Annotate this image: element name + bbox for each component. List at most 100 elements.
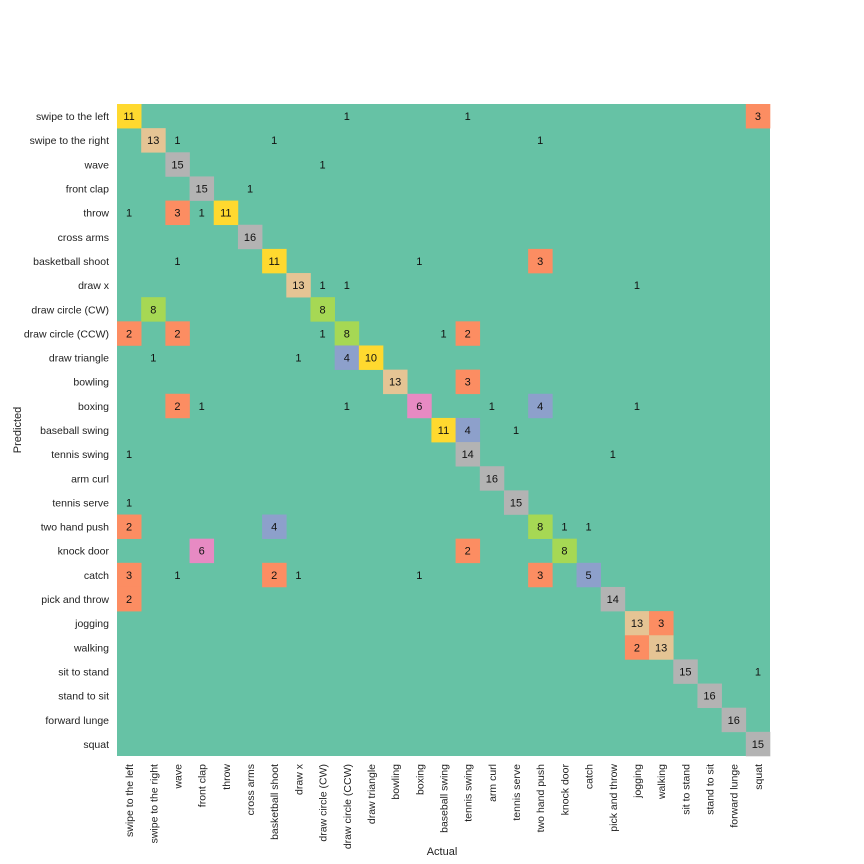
- cell-value-label: 3: [537, 256, 543, 268]
- cell-value-label: 10: [365, 353, 377, 365]
- cell-value-label: 3: [174, 208, 180, 220]
- heatmap-cell: [528, 393, 553, 419]
- x-tick-label: draw triangle: [366, 764, 378, 824]
- heatmap-cell: [165, 200, 190, 226]
- cell-value-label: 1: [174, 256, 180, 268]
- x-tick-label: wave: [172, 764, 184, 790]
- x-tick-label: two hand push: [535, 764, 547, 832]
- y-axis-label: Predicted: [12, 407, 24, 453]
- y-tick-label: wave: [83, 159, 109, 171]
- x-tick-label: draw x: [293, 763, 305, 795]
- cell-value-label: 13: [655, 642, 667, 654]
- cell-value-label: 16: [728, 715, 740, 727]
- cell-value-label: 1: [247, 184, 253, 196]
- y-tick-label: swipe to the right: [30, 135, 109, 147]
- heatmap-cell: [407, 393, 432, 419]
- cell-value-label: 1: [199, 401, 205, 413]
- cell-value-label: 1: [271, 135, 277, 147]
- cell-value-label: 1: [440, 328, 446, 340]
- cell-value-label: 2: [126, 594, 132, 606]
- heatmap-cell: [431, 417, 456, 443]
- heatmap-cell: [455, 417, 481, 443]
- x-tick-label: front clap: [197, 764, 209, 807]
- x-tick-label: bowling: [390, 764, 402, 800]
- cell-value-label: 8: [537, 522, 543, 534]
- x-tick-labels: swipe to the left swipe to the right wave f…: [124, 763, 765, 849]
- y-tick-label: swipe to the left: [36, 111, 109, 123]
- y-tick-label: jogging: [74, 618, 109, 630]
- heatmap-cell: [213, 200, 239, 226]
- cell-value-label: 1: [174, 135, 180, 147]
- cell-value-label: 1: [465, 111, 471, 123]
- cell-value-label: 11: [438, 425, 449, 437]
- cell-value-label: 3: [658, 618, 664, 630]
- x-tick-label: stand to sit: [705, 764, 717, 815]
- y-tick-label: tennis serve: [52, 497, 109, 509]
- cell-value-label: 6: [199, 546, 205, 558]
- heatmap-cell: [745, 104, 771, 129]
- cell-value-label: 13: [389, 377, 401, 389]
- heatmap-cell: [455, 442, 481, 467]
- cell-value-label: 1: [489, 401, 495, 413]
- heatmap-cell: [262, 562, 287, 588]
- cell-value-label: 1: [320, 328, 326, 340]
- heatmap-cell: [721, 707, 747, 733]
- heatmap-cell: [334, 345, 360, 370]
- y-tick-label: walking: [73, 642, 109, 654]
- cell-value-label: 6: [416, 401, 422, 413]
- cell-value-label: 14: [462, 449, 474, 461]
- cell-value-label: 14: [607, 594, 619, 606]
- y-tick-label: draw circle (CCW): [24, 328, 109, 340]
- heatmap-cell: [479, 466, 505, 491]
- cell-value-label: 4: [537, 401, 543, 413]
- x-tick-label: swipe to the left: [124, 764, 136, 837]
- heatmap-cell: [117, 562, 142, 588]
- x-tick-label: boxing: [414, 764, 426, 795]
- heatmap-cell: [189, 538, 215, 564]
- cell-value-label: 8: [150, 304, 156, 316]
- cell-value-label: 8: [561, 546, 567, 558]
- heatmap-cell: [649, 611, 674, 636]
- heatmap-cell: [624, 611, 650, 636]
- cell-value-label: 1: [610, 449, 616, 461]
- cell-value-label: 15: [196, 184, 208, 196]
- heatmap-cell: [117, 586, 142, 612]
- cell-value-label: 13: [292, 280, 304, 292]
- cell-value-label: 2: [126, 522, 132, 534]
- heatmap-cell: [237, 224, 263, 250]
- cell-value-label: 1: [320, 280, 326, 292]
- cell-value-label: 1: [320, 159, 326, 171]
- y-tick-label: pick and throw: [41, 594, 109, 606]
- cell-value-label: 2: [174, 401, 180, 413]
- cell-value-label: 1: [295, 353, 301, 365]
- cell-value-label: 1: [150, 353, 156, 365]
- heatmap-cell: [165, 393, 190, 419]
- cell-value-label: 1: [126, 208, 132, 220]
- y-tick-label: draw x: [78, 280, 110, 292]
- cell-value-label: 1: [586, 522, 592, 534]
- cell-value-label: 11: [123, 111, 134, 123]
- cell-value-label: 2: [465, 328, 471, 340]
- x-tick-label: arm curl: [487, 764, 499, 802]
- cell-value-label: 8: [320, 304, 326, 316]
- cell-value-label: 3: [755, 111, 761, 123]
- cell-value-label: 16: [486, 473, 498, 485]
- y-tick-label: front clap: [66, 184, 109, 196]
- heatmap-cell: [117, 514, 142, 539]
- heatmap-cell: [455, 369, 481, 395]
- heatmap-cell: [310, 297, 335, 322]
- y-tick-label: knock door: [58, 546, 110, 558]
- heatmap-cell: [165, 152, 190, 177]
- cell-value-label: 2: [271, 570, 277, 582]
- cell-value-label: 15: [510, 497, 522, 509]
- heatmap-cell: [189, 176, 215, 201]
- y-tick-label: forward lunge: [45, 715, 109, 727]
- x-tick-label: tennis swing: [463, 764, 475, 822]
- x-tick-label: squat: [753, 764, 765, 790]
- y-tick-label: two hand push: [41, 522, 109, 534]
- cell-value-label: 1: [513, 425, 519, 437]
- heatmap-cell: [286, 273, 311, 298]
- cell-value-label: 1: [561, 522, 567, 534]
- cell-value-label: 1: [344, 111, 350, 123]
